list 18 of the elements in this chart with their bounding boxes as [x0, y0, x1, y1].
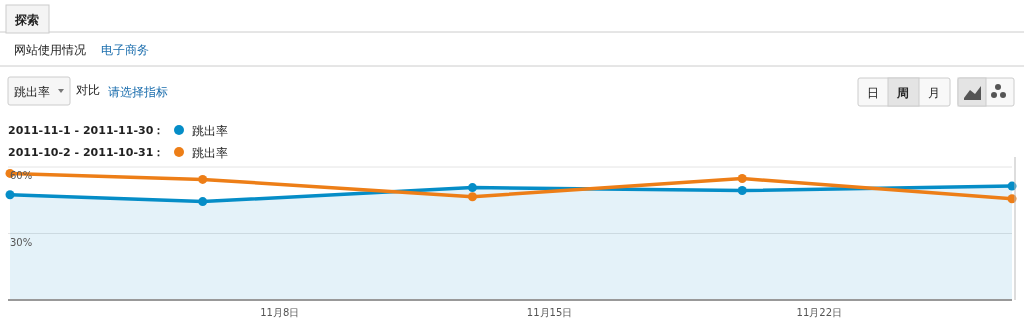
x-tick-label: 11月22日 [796, 307, 843, 318]
x-tick-label: 11月15日 [526, 307, 573, 318]
text: 月 [928, 86, 940, 100]
text: 跳出率 [14, 85, 50, 99]
text: 探索 [14, 13, 39, 27]
text: 日 [867, 86, 879, 100]
legend-label: 跳出率 [192, 146, 228, 160]
text: 请选择指标 [108, 85, 168, 99]
text: 对比 [76, 83, 100, 97]
text: 网站使用情况 [14, 43, 86, 57]
legend-label: 跳出率 [192, 124, 228, 138]
x-tick-label: 11月8日 [260, 307, 300, 318]
y-tick-label: 30% [10, 236, 33, 248]
text: 电子商务 [101, 43, 149, 57]
text: 2011-10-2 - 2011-10-31： [8, 146, 165, 159]
y-tick-label: 60% [10, 170, 33, 181]
text: 2011-11-1 - 2011-11-30： [8, 124, 165, 137]
text: 周 [896, 86, 909, 100]
